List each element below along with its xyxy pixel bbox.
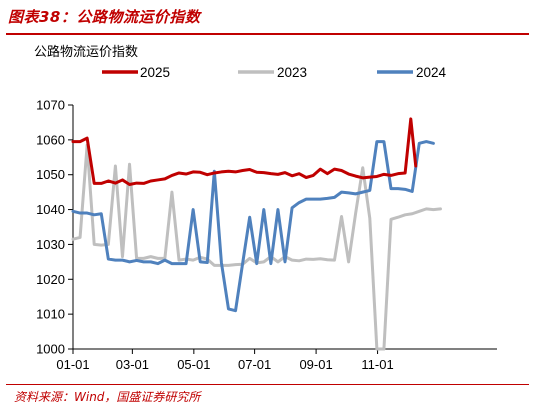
y-tick-label: 1040 [36, 202, 65, 217]
x-tick-label: 05-01 [177, 357, 210, 372]
x-tick-label: 03-01 [116, 357, 149, 372]
line-chart: 公路物流运价指数 2025 2023 2024 1000 1010 1020 1030… [34, 44, 497, 372]
y-tick-label: 1050 [36, 167, 65, 182]
x-tick-label: 07-01 [238, 357, 271, 372]
legend-label-2025: 2025 [140, 65, 170, 80]
y-tick-label: 1000 [36, 342, 65, 357]
axes: 1000 1010 1020 1030 1040 1050 1060 1070 01-01 03-… [36, 98, 497, 372]
chart-subtitle: 公路物流运价指数 [34, 44, 138, 60]
figure-title: 图表38：公路物流运价指数 [8, 8, 201, 26]
title-rule [6, 33, 529, 35]
series-line-2025 [71, 117, 418, 186]
series-layer [71, 117, 442, 351]
legend: 2025 2023 2024 [102, 65, 447, 80]
y-tick-label: 1030 [36, 237, 65, 252]
series-line-2024 [71, 140, 435, 313]
x-tick-label: 11-01 [361, 357, 393, 372]
source-note: 资料来源：Wind，国盛证券研究所 [14, 390, 201, 404]
source-rule [6, 384, 529, 385]
x-tick-label: 01-01 [56, 357, 89, 372]
y-tick-label: 1010 [36, 307, 65, 322]
legend-label-2023: 2023 [277, 65, 307, 80]
y-tick-label: 1020 [36, 272, 65, 287]
x-tick-label: 09-01 [299, 357, 332, 372]
y-tick-label: 1060 [36, 132, 65, 147]
legend-label-2024: 2024 [416, 65, 447, 80]
y-tick-label: 1070 [36, 98, 65, 113]
